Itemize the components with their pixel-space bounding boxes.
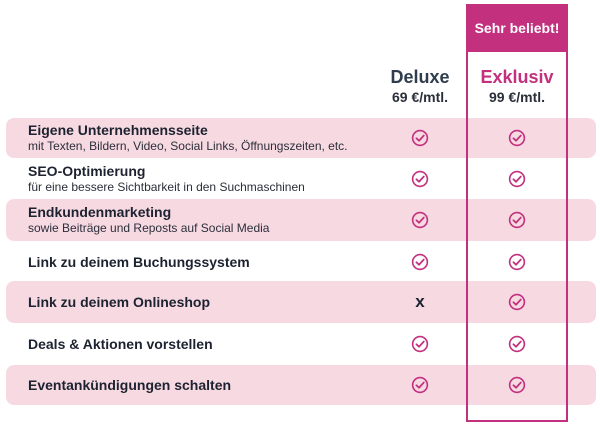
feature-label: Endkundenmarketing sowie Beiträge und Rep… (28, 199, 269, 241)
feature-title: Endkundenmarketing (28, 204, 172, 220)
feature-title: Link zu deinem Buchungssystem (28, 253, 250, 270)
exklusiv-cell (466, 365, 568, 405)
feature-label: Deals & Aktionen vorstellen (28, 325, 213, 363)
feature-row: Deals & Aktionen vorstellen (6, 325, 596, 363)
check-circle-icon (508, 293, 526, 311)
deluxe-cell (370, 118, 470, 158)
check-circle-icon (508, 211, 526, 229)
check-circle-icon (508, 335, 526, 353)
plan-price-deluxe: 69 €/mtl. (391, 89, 449, 105)
feature-label: Link zu deinem Onlineshop (28, 281, 210, 323)
exklusiv-cell (466, 281, 568, 323)
popular-badge-label: Sehr beliebt! (474, 20, 560, 36)
check-circle-icon (508, 253, 526, 271)
exklusiv-cell (466, 243, 568, 281)
deluxe-cell (370, 160, 470, 198)
check-circle-icon (411, 253, 429, 271)
feature-label: SEO-Optimierung für eine bessere Sichtbar… (28, 160, 305, 198)
feature-row: Eigene Unternehmensseite mit Texten, Bild… (6, 118, 596, 158)
plan-name-deluxe: Deluxe (390, 67, 450, 87)
check-circle-icon (411, 170, 429, 188)
deluxe-cell (370, 199, 470, 241)
feature-title: Link zu deinem Onlineshop (28, 293, 211, 310)
plan-header-exklusiv[interactable]: Exklusiv 99 €/mtl. (466, 66, 568, 106)
feature-title: Eventankündigungen schalten (28, 376, 232, 393)
feature-title: Deals & Aktionen vorstellen (28, 335, 213, 352)
exklusiv-cell (466, 160, 568, 198)
plan-price-exklusiv: 99 €/mtl. (488, 89, 546, 105)
feature-row: SEO-Optimierung für eine bessere Sichtbar… (6, 160, 596, 198)
exklusiv-cell (466, 199, 568, 241)
check-circle-icon (508, 170, 526, 188)
feature-row: Link zu deinem Onlineshop x (6, 281, 596, 323)
deluxe-cell (370, 243, 470, 281)
deluxe-cell (370, 325, 470, 363)
plan-header-deluxe[interactable]: Deluxe 69 €/mtl. (370, 66, 470, 106)
exklusiv-cell (466, 325, 568, 363)
popular-badge: Sehr beliebt! (466, 4, 568, 52)
exklusiv-cell (466, 118, 568, 158)
check-circle-icon (411, 211, 429, 229)
x-mark-icon: x (415, 292, 425, 311)
check-circle-icon (411, 129, 429, 147)
check-circle-icon (508, 129, 526, 147)
feature-subtitle: für eine bessere Sichtbarkeit in den Suc… (28, 180, 305, 194)
deluxe-cell: x (370, 281, 470, 323)
feature-label: Eventankündigungen schalten (28, 365, 231, 405)
check-circle-icon (508, 376, 526, 394)
feature-subtitle: mit Texten, Bildern, Video, Social Links… (28, 139, 348, 153)
feature-label: Eigene Unternehmensseite mit Texten, Bild… (28, 118, 348, 158)
check-circle-icon (411, 376, 429, 394)
check-circle-icon (411, 335, 429, 353)
feature-title: Eigene Unternehmensseite (28, 122, 208, 138)
feature-row: Link zu deinem Buchungssystem (6, 243, 596, 281)
feature-label: Link zu deinem Buchungssystem (28, 243, 250, 281)
plan-name-exklusiv: Exklusiv (480, 67, 554, 87)
deluxe-cell (370, 365, 470, 405)
feature-row: Eventankündigungen schalten (6, 365, 596, 405)
feature-title: SEO-Optimierung (28, 163, 146, 179)
feature-subtitle: sowie Beiträge und Reposts auf Social Me… (28, 221, 270, 235)
feature-row: Endkundenmarketing sowie Beiträge und Rep… (6, 199, 596, 241)
